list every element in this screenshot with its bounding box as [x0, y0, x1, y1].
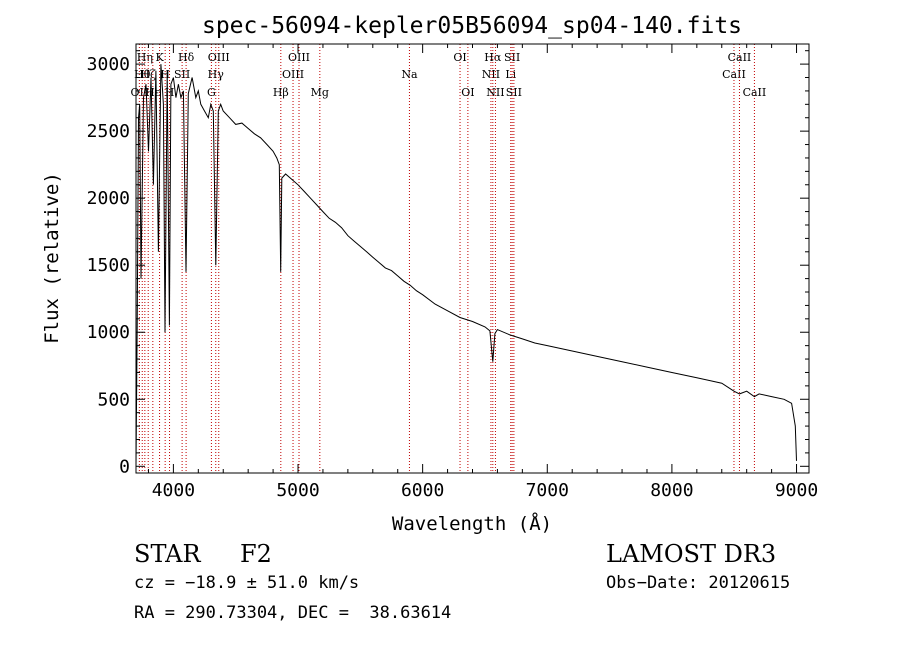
line-label-14: OIII: [282, 68, 304, 81]
subclass: F2: [240, 540, 272, 568]
coordinates: RA = 290.73304, DEC = 38.63614: [134, 603, 452, 623]
line-label-15: OIII: [288, 51, 310, 64]
y-tick-label-6: 3000: [87, 54, 130, 75]
x-tick-label-4: 8000: [650, 480, 693, 501]
survey-label: LAMOST DR3: [606, 540, 777, 568]
redshift-cz: cz = −18.9 ± 51.0 km/s: [134, 573, 360, 593]
line-label-6: H: [160, 68, 170, 81]
object-type: STAR: [134, 540, 201, 568]
line-label-22: NII: [486, 86, 504, 99]
x-tick-label-1: 5000: [276, 480, 319, 501]
line-label-23: Li: [505, 68, 516, 81]
x-tick-label-2: 6000: [401, 480, 444, 501]
y-tick-label-1: 500: [97, 389, 130, 410]
line-label-8: SII: [174, 68, 190, 81]
line-label-16: Mg: [311, 86, 329, 99]
line-label-20: NII: [482, 68, 500, 81]
line-label-9: Hδ: [178, 51, 195, 64]
line-label-26: CaII: [722, 68, 746, 81]
y-tick-label-0: 0: [119, 456, 130, 477]
emission-lines: OIIHθHηHζHεKHHSIIHδGHγOIIIHβOIIIOIIIMgNa…: [131, 44, 767, 473]
line-label-10: G: [207, 86, 216, 99]
spectrum-line: [135, 64, 797, 467]
line-label-24: SII: [504, 51, 520, 64]
y-tick-label-4: 2000: [87, 188, 130, 209]
line-label-12: OIII: [208, 51, 230, 64]
y-tick-label-3: 1500: [87, 255, 130, 276]
line-label-19: OI: [461, 86, 474, 99]
plot-frame: [135, 43, 810, 474]
line-label-3: Hζ: [140, 68, 156, 81]
y-axis-label: Flux (relative): [41, 172, 63, 344]
x-tick-label-5: 9000: [775, 480, 818, 501]
line-label-4: Hε: [145, 86, 161, 99]
y-tick-label-2: 1000: [87, 322, 130, 343]
line-label-25: SII: [506, 86, 522, 99]
axes: 4000 5000 6000 7000 8000 9000 0 500 1000 1500 2000…: [87, 44, 818, 501]
observation-date: Obs−Date: 20120615: [606, 573, 791, 593]
x-tick-label-3: 7000: [526, 480, 569, 501]
line-label-13: Hβ: [273, 86, 289, 99]
line-label-21: Hα: [484, 51, 502, 64]
line-label-5: K: [155, 51, 164, 64]
x-axis-label: Wavelength (Å): [392, 512, 552, 535]
line-label-28: CaII: [743, 86, 767, 99]
line-label-7: H: [165, 86, 175, 99]
x-tick-label-0: 4000: [152, 480, 195, 501]
line-label-27: CaII: [728, 51, 752, 64]
line-label-17: Na: [401, 68, 418, 81]
y-tick-label-5: 2500: [87, 121, 130, 142]
chart-title: spec-56094-kepler05B56094_sp04-140.fits: [202, 13, 742, 39]
line-label-11: Hγ: [208, 68, 225, 81]
line-label-18: OI: [453, 51, 466, 64]
line-label-2: Hη: [137, 51, 153, 64]
